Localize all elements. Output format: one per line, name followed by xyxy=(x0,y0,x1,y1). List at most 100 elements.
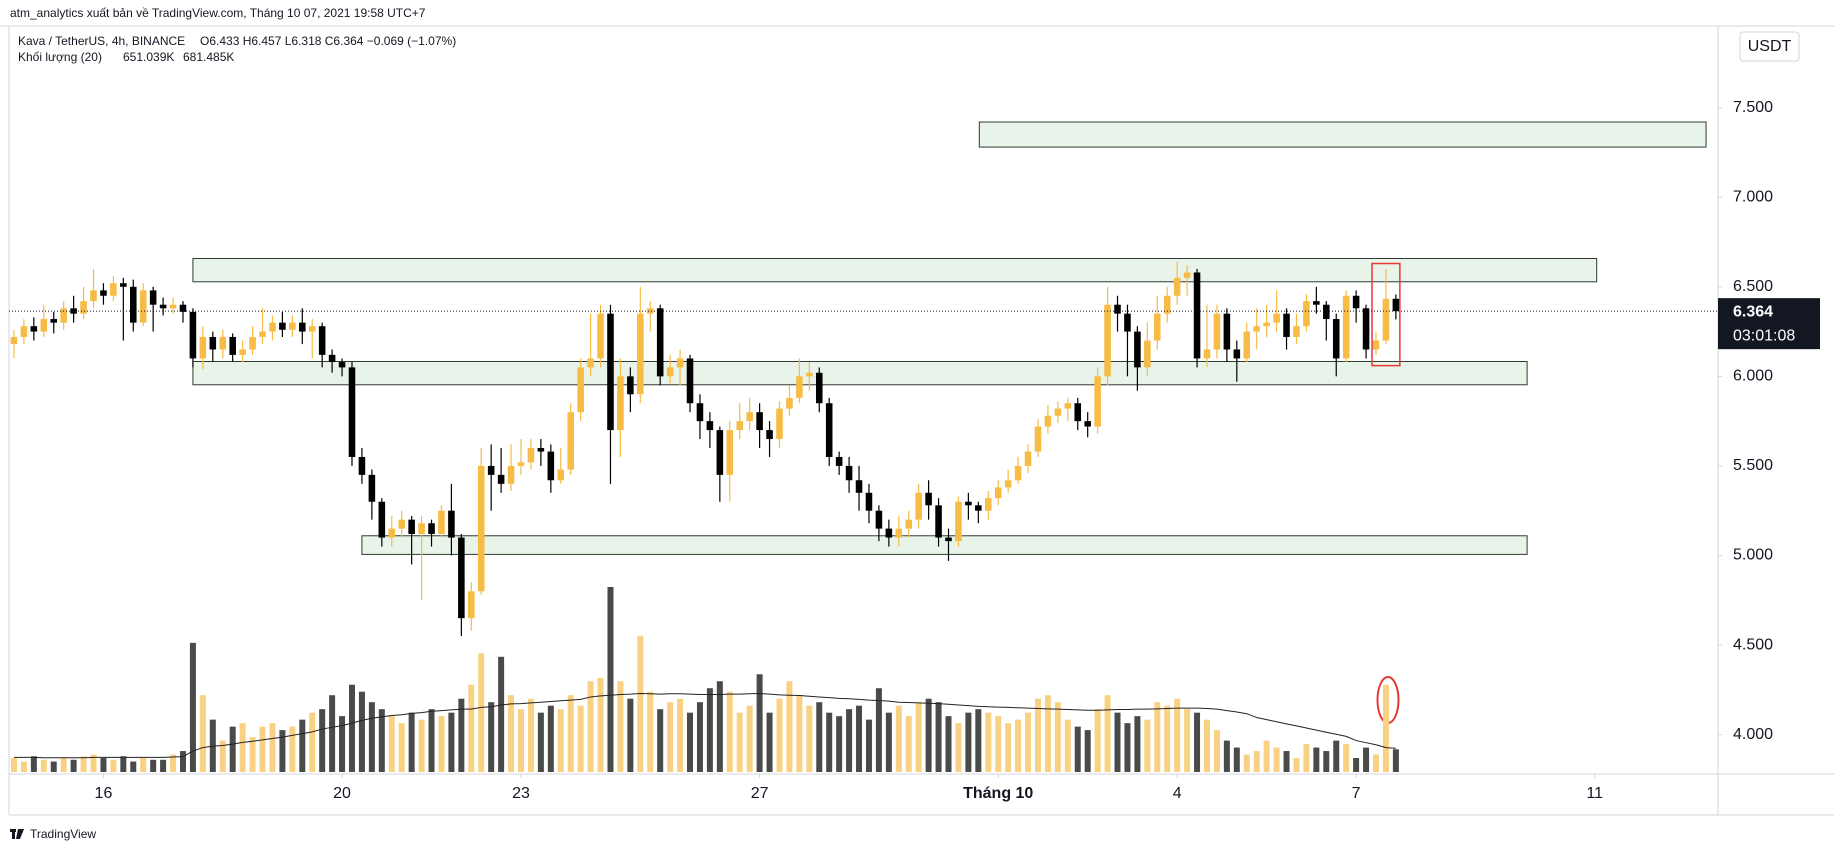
candle-body xyxy=(358,456,366,475)
candle-body xyxy=(120,283,127,287)
volume-bar xyxy=(557,709,564,772)
volume-bar xyxy=(915,702,922,772)
volume-bar xyxy=(776,698,783,772)
candle-body xyxy=(537,448,545,452)
volume-bar xyxy=(875,688,882,772)
candle-body xyxy=(875,510,883,529)
logo-part xyxy=(12,829,15,839)
candle-body xyxy=(1163,295,1171,314)
volume-bar xyxy=(1392,749,1399,772)
candle-body xyxy=(418,523,425,534)
volume-bar xyxy=(90,754,97,772)
volume-bar xyxy=(448,712,455,772)
candle-body xyxy=(984,498,992,511)
candle-body xyxy=(835,456,843,466)
candle-body xyxy=(637,313,644,395)
volume-bar xyxy=(478,653,485,772)
volume-bar xyxy=(229,726,236,772)
candle-body xyxy=(627,376,634,395)
volume-bar xyxy=(1373,754,1380,772)
volume-bar xyxy=(150,759,157,772)
volume-bar xyxy=(1025,712,1032,772)
highlight-box xyxy=(1371,262,1401,367)
volume-bar xyxy=(1005,723,1012,772)
candle-body xyxy=(806,372,813,377)
candle-body xyxy=(756,412,763,431)
volume-bar xyxy=(319,709,326,772)
candle-body xyxy=(100,290,107,296)
volume-bar xyxy=(110,759,117,772)
volume-bar xyxy=(706,688,713,772)
volume-bar xyxy=(1363,747,1370,772)
candle-body xyxy=(1203,349,1211,359)
currency-button-label[interactable]: USDT xyxy=(1748,38,1792,55)
volume-bar xyxy=(1263,740,1270,772)
candle-body xyxy=(1004,480,1012,488)
candle-body xyxy=(1372,340,1380,350)
volume-bar xyxy=(895,705,902,772)
volume-bar xyxy=(617,681,624,772)
volume-bar xyxy=(40,759,47,772)
candle-body xyxy=(487,465,495,475)
candle-body xyxy=(1034,426,1042,452)
volume-bar xyxy=(348,684,355,772)
zone xyxy=(361,535,1528,555)
volume-bar xyxy=(736,712,743,772)
volume-bar xyxy=(667,702,674,772)
volume-bar xyxy=(1313,747,1320,772)
candle-body xyxy=(408,519,415,534)
candle-body xyxy=(607,313,614,431)
candle-body xyxy=(1323,304,1330,320)
candle-body xyxy=(1183,272,1191,278)
volume-bar xyxy=(1034,698,1041,772)
y-tick-label: 7.500 xyxy=(1733,99,1773,116)
zones xyxy=(192,121,1707,555)
volume-bar xyxy=(20,761,27,772)
volume-bar xyxy=(1343,744,1350,772)
candle-body xyxy=(20,326,28,337)
volume-bar xyxy=(1333,740,1340,772)
candles xyxy=(10,261,1400,637)
volume-bar xyxy=(1213,730,1220,772)
volume-bar xyxy=(10,758,17,772)
volume-bar xyxy=(1293,758,1300,772)
volume-bar xyxy=(1074,726,1081,772)
volume-bar xyxy=(339,716,346,772)
y-tick-label: 5.500 xyxy=(1733,457,1773,474)
candle-body xyxy=(686,358,694,404)
volume-bar xyxy=(885,712,892,772)
volume-bar xyxy=(1084,730,1091,772)
volume-bar xyxy=(816,702,823,772)
candle-body xyxy=(448,510,455,538)
volume-bar xyxy=(657,709,664,772)
candle-body xyxy=(289,322,296,330)
candle-body xyxy=(726,430,734,475)
volume-bar xyxy=(995,716,1002,772)
zone xyxy=(192,257,1598,283)
volume-legend-name: Khối lượng (20) xyxy=(18,50,102,64)
volume-bar xyxy=(170,754,177,772)
volume-bar xyxy=(1124,723,1131,772)
candle-body xyxy=(1273,313,1280,323)
candle-body xyxy=(199,336,207,359)
candle-body xyxy=(895,528,903,538)
candle-body xyxy=(1233,349,1241,359)
candle-body xyxy=(1173,277,1181,296)
candle-body xyxy=(169,304,177,309)
volume-bar xyxy=(756,674,763,772)
ohlc-legend: O6.433 H6.457 L6.318 C6.364 −0.069 (−1.0… xyxy=(200,34,456,48)
currency-button[interactable]: USDT xyxy=(1739,31,1800,62)
volume-ma-line xyxy=(13,692,1396,759)
volume-bar xyxy=(219,740,226,772)
candle-body xyxy=(815,372,823,404)
last-price-label: 6.364 xyxy=(1733,303,1773,320)
candle-body xyxy=(368,474,376,502)
x-tick-label: 7 xyxy=(1352,785,1361,802)
volume-bar xyxy=(1164,705,1171,772)
volume-bar xyxy=(547,705,554,772)
volume-bar xyxy=(1203,719,1210,772)
candle-body xyxy=(1293,326,1300,337)
currency-button-box[interactable] xyxy=(1739,31,1800,62)
volume-bar xyxy=(975,709,982,772)
candle-body xyxy=(965,501,972,506)
